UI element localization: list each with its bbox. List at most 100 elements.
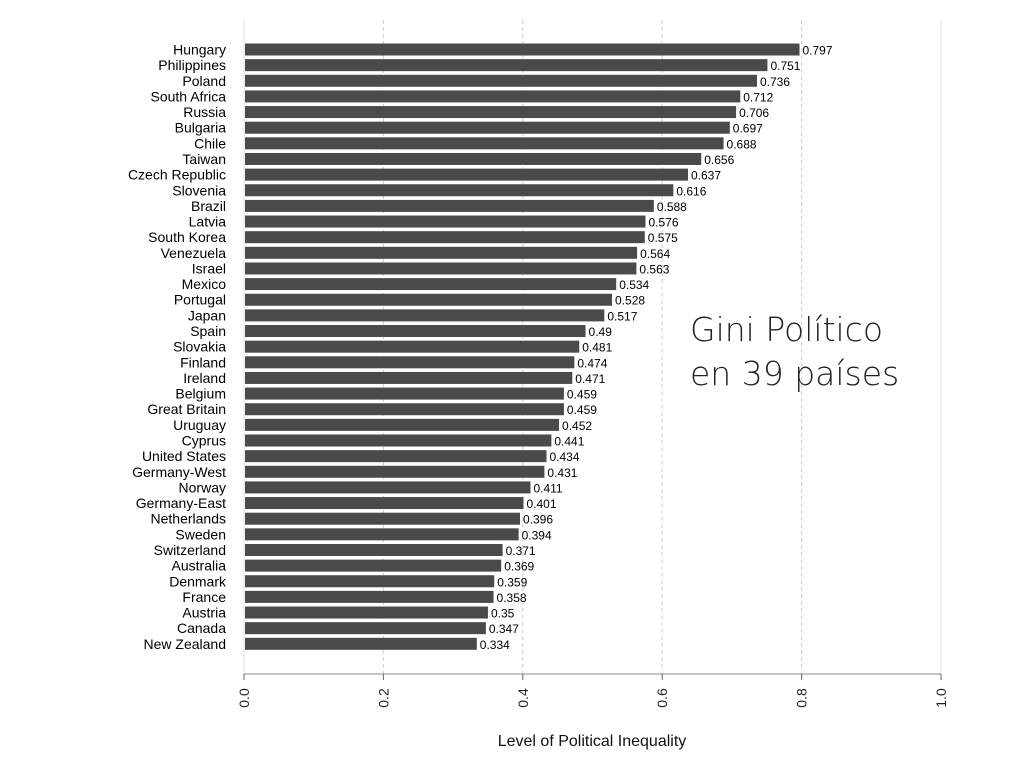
bar: [245, 637, 477, 650]
value-label: 0.359: [497, 575, 527, 589]
value-label: 0.401: [526, 497, 556, 511]
value-label: 0.347: [489, 622, 519, 636]
x-tick-label: 1.0: [933, 688, 949, 708]
bar: [245, 559, 502, 572]
bar: [245, 403, 564, 416]
bar: [245, 575, 495, 588]
bar: [245, 246, 638, 259]
value-label: 0.564: [640, 247, 670, 261]
country-label: Cyprus: [182, 433, 226, 449]
country-label: New Zealand: [144, 636, 227, 652]
value-label: 0.637: [691, 169, 721, 183]
value-label: 0.459: [567, 403, 597, 417]
bar: [245, 497, 524, 510]
country-label: Slovakia: [173, 339, 226, 355]
bar: [245, 74, 757, 87]
bar: [245, 152, 702, 165]
country-label: Taiwan: [182, 151, 226, 167]
country-label: Brazil: [191, 198, 226, 214]
bar: [245, 481, 531, 494]
bars: [245, 43, 800, 650]
bar: [245, 340, 580, 353]
bar: [245, 465, 545, 478]
value-label: 0.434: [549, 450, 579, 464]
country-label: Austria: [182, 605, 226, 621]
bar: [245, 309, 605, 322]
country-label: Slovenia: [172, 182, 226, 198]
bar: [245, 293, 613, 306]
country-label: Denmark: [169, 573, 227, 589]
bar: [245, 278, 617, 291]
country-label: Germany-East: [136, 495, 226, 511]
country-label: Norway: [179, 479, 226, 495]
value-label: 0.49: [589, 325, 613, 339]
country-label: South Korea: [148, 229, 226, 245]
country-label: South Africa: [151, 88, 227, 104]
country-label: Israel: [192, 260, 226, 276]
country-label: Germany-West: [132, 464, 226, 480]
bar: [245, 59, 768, 72]
value-label: 0.576: [648, 216, 678, 230]
bar: [245, 199, 654, 212]
value-label: 0.517: [607, 309, 637, 323]
country-label: Spain: [190, 323, 226, 339]
value-label: 0.588: [657, 200, 687, 214]
bar: [245, 43, 800, 56]
value-label: 0.528: [615, 294, 645, 308]
value-label: 0.431: [547, 466, 577, 480]
value-label: 0.575: [648, 231, 678, 245]
country-label: Chile: [194, 135, 226, 151]
bar: [245, 606, 488, 619]
country-label: Poland: [182, 73, 226, 89]
value-label: 0.563: [639, 262, 669, 276]
x-tick-label: 0.2: [375, 688, 391, 708]
bar: [245, 121, 730, 134]
value-label: 0.396: [523, 513, 553, 527]
bar: [245, 512, 521, 525]
x-tick-label: 0.4: [515, 688, 531, 708]
bar: [245, 168, 688, 181]
country-label: Czech Republic: [128, 167, 226, 183]
bar: [245, 215, 646, 228]
country-label: Finland: [180, 354, 226, 370]
country-label: Japan: [188, 307, 226, 323]
country-label: France: [182, 589, 226, 605]
bar: [245, 590, 494, 603]
bar: [245, 387, 564, 400]
value-label: 0.452: [562, 419, 592, 433]
country-label: Russia: [183, 104, 226, 120]
value-label: 0.358: [497, 591, 527, 605]
value-label: 0.411: [533, 481, 562, 495]
country-label: Uruguay: [173, 417, 226, 433]
value-label: 0.474: [577, 356, 607, 370]
value-label: 0.394: [522, 528, 552, 542]
bar: [245, 450, 547, 463]
bar: [245, 371, 573, 384]
annotation-line-2: en 39 países: [690, 354, 900, 393]
country-label: Great Britain: [147, 401, 226, 417]
value-label: 0.369: [504, 560, 534, 574]
value-label: 0.481: [582, 341, 612, 355]
x-tick-label: 0.6: [654, 688, 670, 708]
bar: [245, 325, 586, 338]
bar: [245, 528, 519, 541]
value-label: 0.616: [676, 184, 706, 198]
country-label: Sweden: [175, 526, 226, 542]
bar: [245, 356, 575, 369]
value-label: 0.534: [619, 278, 649, 292]
bar: [245, 137, 724, 150]
country-label: Netherlands: [151, 511, 227, 527]
value-label: 0.697: [733, 122, 763, 136]
value-label: 0.797: [803, 44, 833, 58]
country-label: Belgium: [175, 386, 226, 402]
value-label: 0.459: [567, 388, 597, 402]
bar: [245, 231, 645, 244]
country-label: Switzerland: [154, 542, 226, 558]
chart-annotation: Gini Político en 39 países: [690, 308, 899, 396]
country-label: Ireland: [183, 370, 226, 386]
value-label: 0.371: [506, 544, 536, 558]
value-label: 0.334: [480, 638, 510, 652]
country-label: Philippines: [158, 57, 226, 73]
bar: [245, 418, 560, 431]
